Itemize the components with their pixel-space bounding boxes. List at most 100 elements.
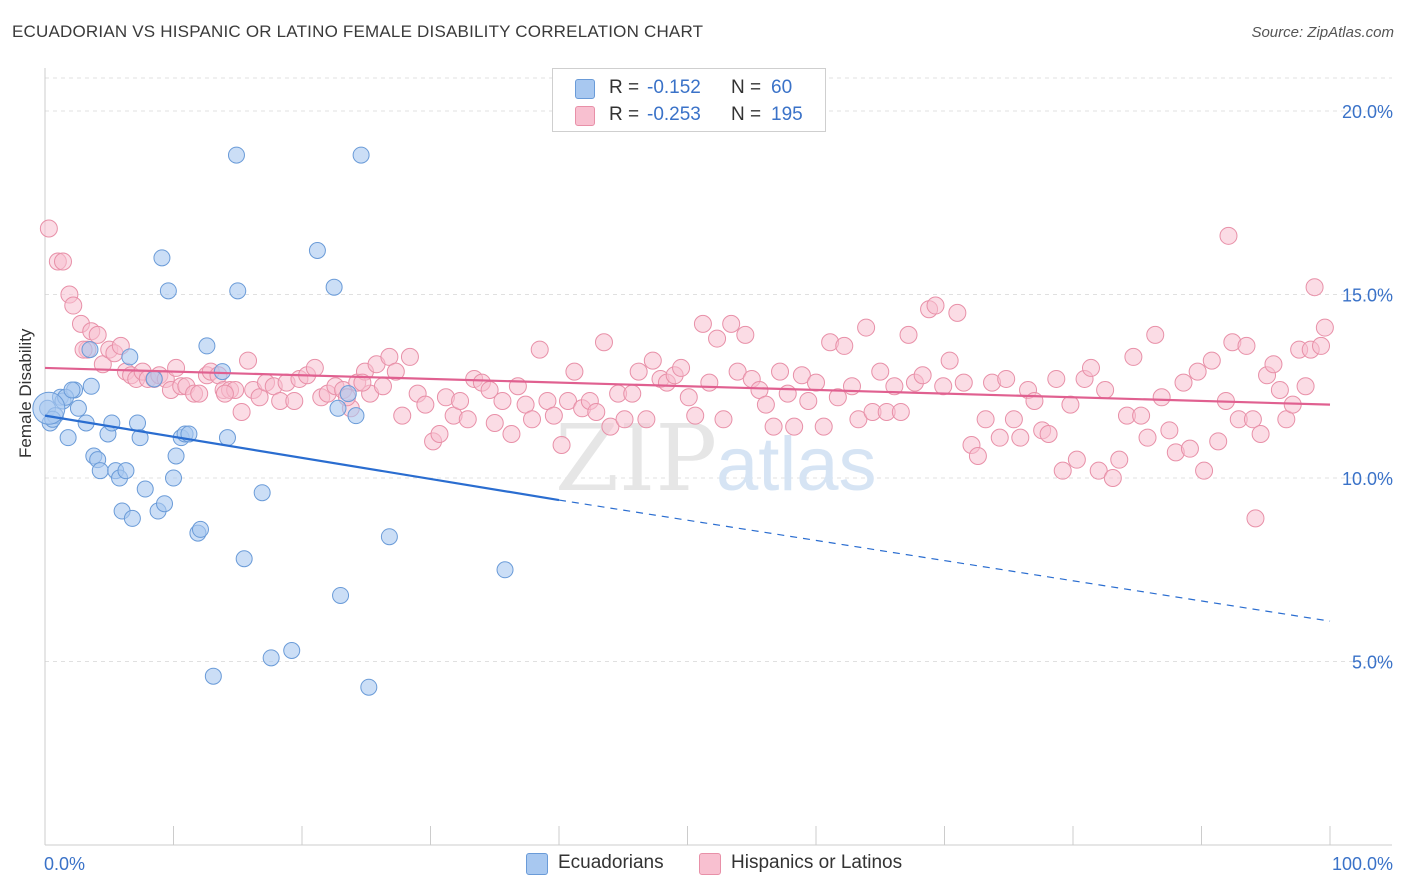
trend-line-ecuadorian-extension bbox=[558, 499, 1331, 622]
data-point-ecuadorian bbox=[325, 278, 343, 296]
data-point-hispanic bbox=[714, 410, 733, 429]
data-point-hispanic bbox=[764, 417, 783, 436]
data-point-ecuadorian bbox=[82, 377, 100, 395]
data-point-hispanic bbox=[1264, 355, 1283, 374]
data-point-hispanic bbox=[1061, 395, 1080, 414]
data-point-ecuadorian bbox=[191, 520, 209, 538]
data-point-ecuadorian bbox=[121, 348, 139, 366]
data-point-ecuadorian bbox=[227, 146, 245, 164]
data-point-hispanic bbox=[1160, 421, 1179, 440]
data-point-hispanic bbox=[871, 362, 890, 381]
legend-n-label: N = bbox=[731, 77, 762, 98]
data-point-hispanic bbox=[771, 362, 790, 381]
data-point-hispanic bbox=[353, 373, 372, 392]
data-point-ecuadorian bbox=[218, 429, 236, 447]
data-point-hispanic bbox=[693, 314, 712, 333]
data-point-hispanic bbox=[493, 391, 512, 410]
data-point-hispanic bbox=[416, 395, 435, 414]
data-point-hispanic bbox=[756, 395, 775, 414]
data-point-hispanic bbox=[305, 358, 324, 377]
data-point-hispanic bbox=[215, 384, 234, 403]
data-point-hispanic bbox=[899, 325, 918, 344]
data-point-ecuadorian bbox=[59, 429, 77, 447]
data-point-hispanic bbox=[430, 424, 449, 443]
legend-r-label: R = bbox=[609, 104, 640, 125]
data-point-hispanic bbox=[1089, 461, 1108, 480]
data-point-hispanic bbox=[1188, 362, 1207, 381]
data-point-hispanic bbox=[1246, 509, 1265, 528]
data-point-hispanic bbox=[232, 402, 251, 421]
data-point-ecuadorian bbox=[229, 282, 247, 300]
data-point-hispanic bbox=[891, 402, 910, 421]
legend-r-value: -0.152 bbox=[647, 77, 701, 98]
data-point-hispanic bbox=[400, 347, 419, 366]
data-point-hispanic bbox=[934, 377, 953, 396]
data-point-hispanic bbox=[686, 406, 705, 425]
y-axis-label: Female Disability bbox=[16, 328, 35, 458]
data-point-hispanic bbox=[1047, 369, 1066, 388]
data-point-hispanic bbox=[990, 428, 1009, 447]
source-label: Source: ZipAtlas.com bbox=[1251, 24, 1394, 41]
data-point-hispanic bbox=[785, 417, 804, 436]
data-point-ecuadorian bbox=[69, 399, 87, 417]
data-point-hispanic bbox=[530, 340, 549, 359]
data-point-hispanic bbox=[976, 410, 995, 429]
data-point-hispanic bbox=[708, 329, 727, 348]
data-point-hispanic bbox=[807, 373, 825, 392]
data-point-ecuadorian bbox=[360, 678, 378, 696]
data-point-ecuadorian bbox=[91, 462, 109, 480]
data-point-ecuadorian bbox=[308, 241, 326, 259]
data-point-hispanic bbox=[594, 333, 613, 352]
data-point-ecuadorian bbox=[339, 385, 357, 403]
data-point-hispanic bbox=[1180, 439, 1199, 458]
data-point-hispanic bbox=[700, 373, 719, 392]
data-point-hispanic bbox=[587, 402, 606, 421]
data-point-hispanic bbox=[679, 388, 698, 407]
data-point-ecuadorian bbox=[145, 370, 163, 388]
data-point-ecuadorian bbox=[198, 337, 216, 355]
data-point-hispanic bbox=[523, 410, 542, 429]
x-tick-label: 0.0% bbox=[44, 854, 85, 874]
data-point-hispanic bbox=[285, 391, 304, 410]
legend-n-label: N = bbox=[731, 104, 762, 125]
data-point-ecuadorian bbox=[262, 649, 280, 667]
data-point-hispanic bbox=[1103, 469, 1122, 488]
data-point-hispanic bbox=[1096, 380, 1115, 399]
data-point-hispanic bbox=[672, 358, 691, 377]
data-point-hispanic bbox=[373, 377, 392, 396]
legend-n-value: 195 bbox=[771, 104, 803, 125]
legend-swatch-pink bbox=[699, 853, 721, 875]
data-point-ecuadorian bbox=[380, 528, 398, 546]
data-point-hispanic bbox=[1312, 336, 1331, 355]
data-point-hispanic bbox=[601, 417, 620, 436]
data-point-hispanic bbox=[1110, 450, 1129, 469]
data-point-ecuadorian bbox=[117, 462, 135, 480]
data-point-hispanic bbox=[1305, 278, 1324, 297]
data-point-hispanic bbox=[1081, 358, 1100, 377]
data-point-ecuadorian bbox=[131, 429, 149, 447]
data-point-hispanic bbox=[1195, 461, 1214, 480]
legend-label: Ecuadorians bbox=[558, 852, 664, 873]
data-point-hispanic bbox=[1270, 380, 1289, 399]
legend-swatch-pink bbox=[575, 106, 595, 126]
data-point-hispanic bbox=[451, 391, 470, 410]
correlation-legend: R = -0.152 N = 60 R = -0.253 N = 195 bbox=[552, 68, 826, 132]
y-tick-label: 5.0% bbox=[1352, 653, 1393, 673]
data-point-hispanic bbox=[637, 410, 656, 429]
data-point-hispanic bbox=[565, 362, 584, 381]
legend-label: Hispanics or Latinos bbox=[731, 852, 903, 873]
data-point-hispanic bbox=[88, 325, 107, 344]
data-point-ecuadorian bbox=[63, 381, 81, 399]
data-point-hispanic bbox=[1174, 373, 1193, 392]
y-tick-label: 10.0% bbox=[1342, 469, 1393, 489]
data-point-ecuadorian bbox=[352, 146, 370, 164]
y-tick-label: 20.0% bbox=[1342, 102, 1393, 122]
data-point-hispanic bbox=[629, 362, 648, 381]
data-point-hispanic bbox=[1243, 410, 1262, 429]
data-point-hispanic bbox=[835, 336, 854, 355]
x-tick-label: 100.0% bbox=[1332, 854, 1393, 874]
data-point-hispanic bbox=[814, 417, 833, 436]
data-point-hispanic bbox=[239, 351, 258, 370]
data-point-ecuadorian bbox=[213, 363, 231, 381]
data-point-ecuadorian bbox=[235, 550, 253, 568]
